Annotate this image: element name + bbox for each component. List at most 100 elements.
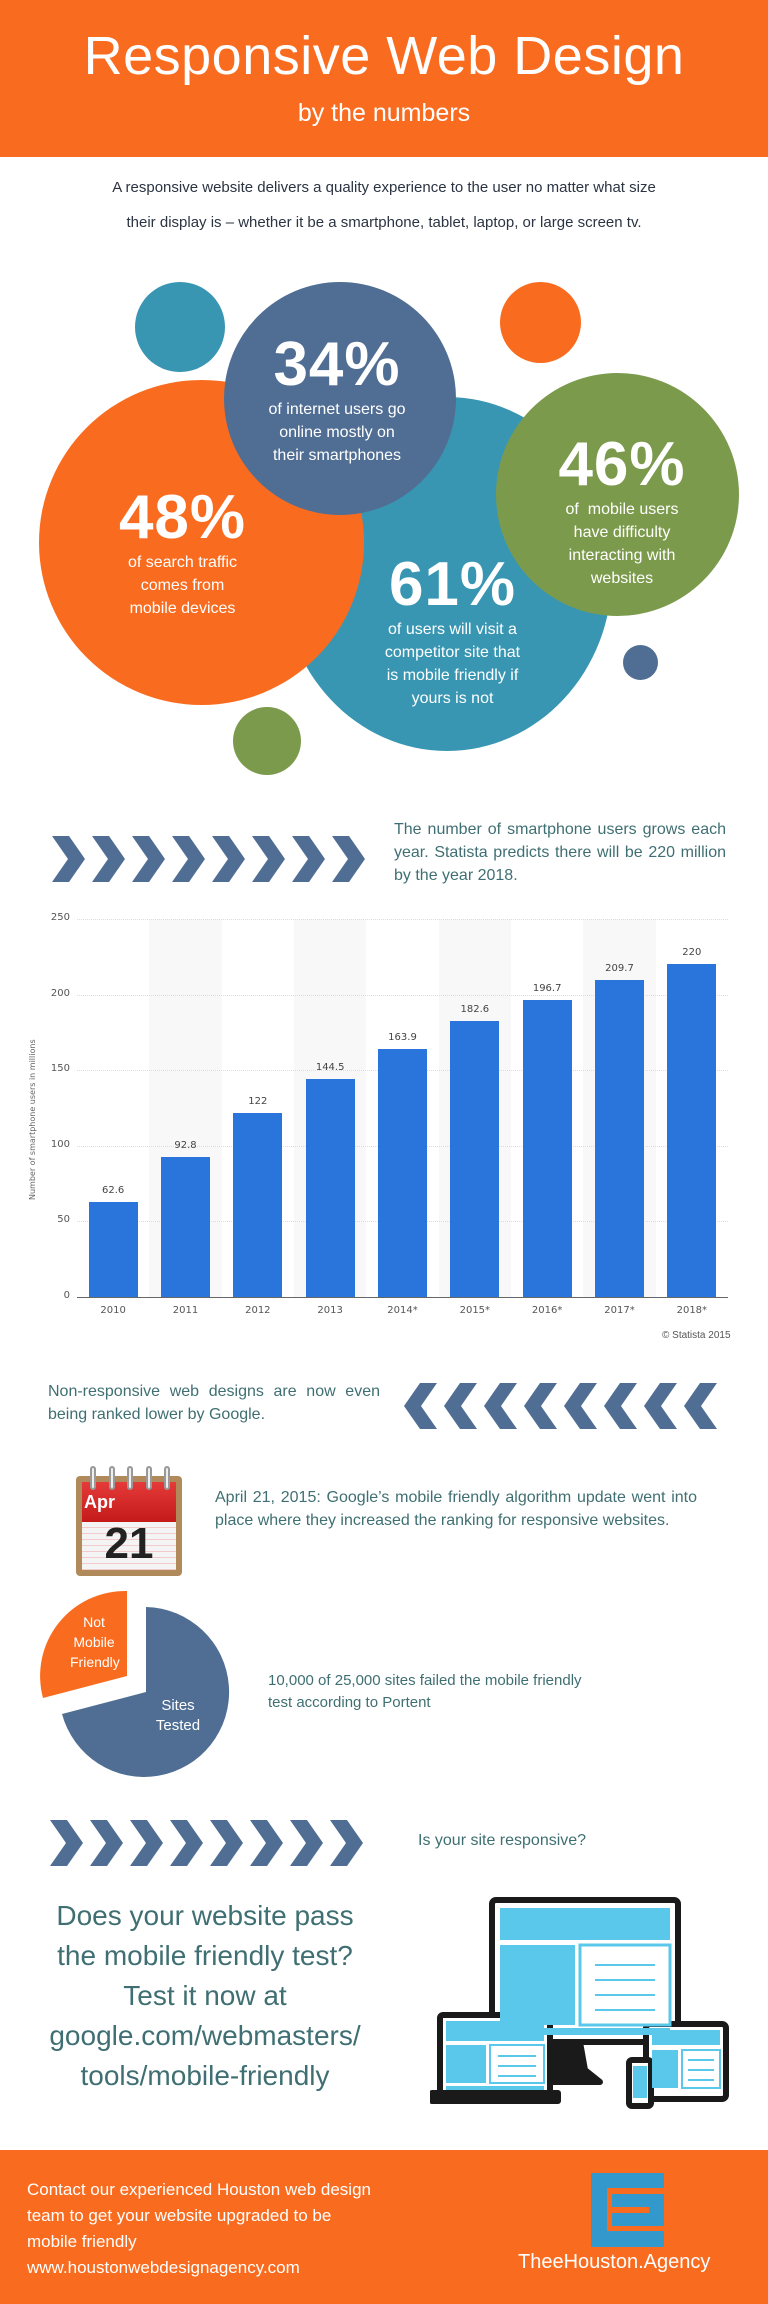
algorithm-update-text: April 21, 2015: Google’s mobile friendly… — [215, 1489, 697, 1529]
stat-61-line: competitor site that — [384, 644, 521, 661]
stat-48-line: of search traffic — [127, 554, 238, 571]
bar-value-label: 92.8 — [174, 1139, 197, 1151]
y-tick-label: 150 — [50, 1063, 70, 1075]
y-tick-label: 100 — [50, 1138, 70, 1150]
stat-48-value: 48% — [118, 483, 247, 552]
pie-slice-sites-tested — [62, 1607, 230, 1777]
chart-gridline — [77, 994, 728, 996]
bar-value-label: 144.5 — [315, 1061, 345, 1073]
stat-bubble-34 — [224, 282, 456, 515]
x-tick-label: 2016* — [531, 1305, 563, 1316]
cta-line: Test it now at — [123, 1980, 287, 2011]
y-axis-title: Number of smartphone users in millions — [28, 1039, 37, 1200]
x-tick-label: 2012 — [245, 1305, 271, 1316]
x-tick-label: 2013 — [317, 1305, 343, 1316]
cta-line: Does your website pass — [56, 1900, 354, 1931]
stat-61-line: yours is not — [411, 690, 494, 707]
google-ranking-text: Non-responsive web designs are now even … — [48, 1383, 380, 1423]
chevrons-left-icon — [404, 1383, 717, 1429]
stat-61-text: 61% of users will visit a competitor sit… — [355, 552, 550, 710]
agency-website-link[interactable]: www.houstonwebdesignagency.com — [27, 2258, 300, 2277]
footer-line: team to get your website upgraded to be — [27, 2206, 332, 2225]
chart-bar — [377, 1049, 428, 1297]
agency-name: TheeHouston.Agency — [518, 2251, 711, 2273]
cta-line: the mobile friendly test? — [57, 1940, 353, 1971]
calendar-rings — [90, 1466, 170, 1490]
x-tick-label: 2011 — [172, 1305, 199, 1316]
intro-text: A responsive website delivers a quality … — [40, 170, 728, 240]
intro-line-2: their display is – whether it be a smart… — [126, 214, 642, 231]
stat-34-line: online mostly on — [279, 424, 395, 441]
calendar-month: Apr — [84, 1492, 115, 1512]
chart-bar — [667, 964, 717, 1297]
page-subtitle: by the numbers — [297, 99, 471, 127]
pie-label-line: Sites — [161, 1697, 195, 1714]
stat-34-line: their smartphones — [272, 447, 402, 464]
pie-label-line: Not — [83, 1614, 105, 1630]
pie-label-line: Friendly — [70, 1654, 120, 1670]
mobile-friendly-test-link[interactable]: google.com/webmasters/ — [49, 2020, 361, 2051]
bar-value-label: 163.9 — [388, 1032, 417, 1044]
pie-label-not-mobile-friendly: Not Mobile Friendly — [70, 1612, 120, 1672]
footer-line: Contact our experienced Houston web desi… — [27, 2180, 371, 2199]
stat-48-line: comes from — [140, 577, 225, 594]
stat-34-text: 34% of internet users go online mostly o… — [232, 332, 442, 467]
bar-value-label: 220 — [682, 947, 702, 959]
smartphone-growth-text: The number of smartphone users grows eac… — [394, 821, 726, 884]
y-tick-label: 0 — [63, 1290, 70, 1301]
stat-48-text: 48% of search traffic comes from mobile … — [70, 485, 295, 620]
stat-61-line: is mobile friendly if — [386, 667, 519, 684]
stat-46-text: 46% of mobile users have difficulty inte… — [527, 432, 717, 590]
chart-gridline — [77, 919, 728, 920]
calendar-icon: Apr 21 — [76, 1466, 182, 1576]
stat-61-line: of users will visit a — [388, 621, 517, 638]
y-tick-label: 200 — [50, 987, 70, 999]
responsive-devices-illustration — [430, 1897, 729, 2109]
bar-value-label: 209.7 — [605, 962, 634, 974]
decor-circle-green — [233, 707, 301, 775]
stat-34-value: 34% — [273, 330, 401, 399]
bar-value-label: 62.6 — [102, 1185, 125, 1197]
sites-failed-text: 10,000 of 25,000 sites failed the mobile… — [268, 1670, 648, 1714]
stat-34-line: of internet users go — [268, 401, 406, 418]
y-tick-label: 50 — [57, 1214, 70, 1226]
agency-logo-icon — [591, 2173, 664, 2247]
sites-failed-line: test according to Portent — [268, 1694, 431, 1711]
chevrons-right-icon — [52, 836, 365, 882]
decor-circle-orange — [500, 282, 581, 363]
page-title: Responsive Web Design — [83, 26, 685, 86]
footer-line: mobile friendly — [27, 2232, 137, 2251]
stat-bubble-46 — [496, 373, 739, 616]
x-tick-label: 2010 — [100, 1305, 126, 1316]
pie-label-sites-tested: Sites Tested — [148, 1696, 208, 1736]
decor-circle-teal — [135, 282, 225, 372]
chart-bar — [522, 999, 572, 1297]
pie-label-line: Mobile — [73, 1634, 115, 1650]
responsive-question-text: Is your site responsive? — [418, 1832, 587, 1849]
header-banner: Responsive Web Design by the numbers — [0, 0, 768, 157]
intro-line-1: A responsive website delivers a quality … — [112, 179, 656, 196]
mobile-test-cta: Does your website pass the mobile friend… — [20, 1896, 390, 2096]
sites-failed-line: 10,000 of 25,000 sites failed the mobile… — [268, 1672, 582, 1689]
bar-value-label: 196.7 — [532, 982, 562, 994]
y-tick-label: 250 — [50, 912, 70, 923]
chart-source: © Statista 2015 — [662, 1330, 731, 1341]
stat-46-value: 46% — [558, 430, 686, 499]
calendar-day: 21 — [104, 1519, 154, 1568]
pie-slice-not-mobile-friendly — [40, 1590, 127, 1698]
x-tick-label: 2018* — [676, 1305, 708, 1316]
chart-bar — [160, 1156, 211, 1297]
chart-bar — [450, 1020, 500, 1297]
stat-61-value: 61% — [388, 550, 517, 619]
stat-46-line: have difficulty — [573, 524, 671, 541]
chart-bar — [233, 1112, 283, 1297]
x-tick-label: 2014* — [387, 1305, 418, 1316]
decor-circle-navy — [623, 645, 658, 680]
chart-bar — [594, 979, 645, 1297]
stat-46-line: interacting with — [568, 547, 676, 564]
mobile-friendly-test-link[interactable]: tools/mobile-friendly — [80, 2060, 330, 2091]
footer-contact-text: Contact our experienced Houston web desi… — [27, 2177, 371, 2281]
chart-bar — [88, 1202, 138, 1297]
pie-label-line: Tested — [155, 1717, 201, 1734]
bar-value-label: 182.6 — [460, 1003, 490, 1015]
